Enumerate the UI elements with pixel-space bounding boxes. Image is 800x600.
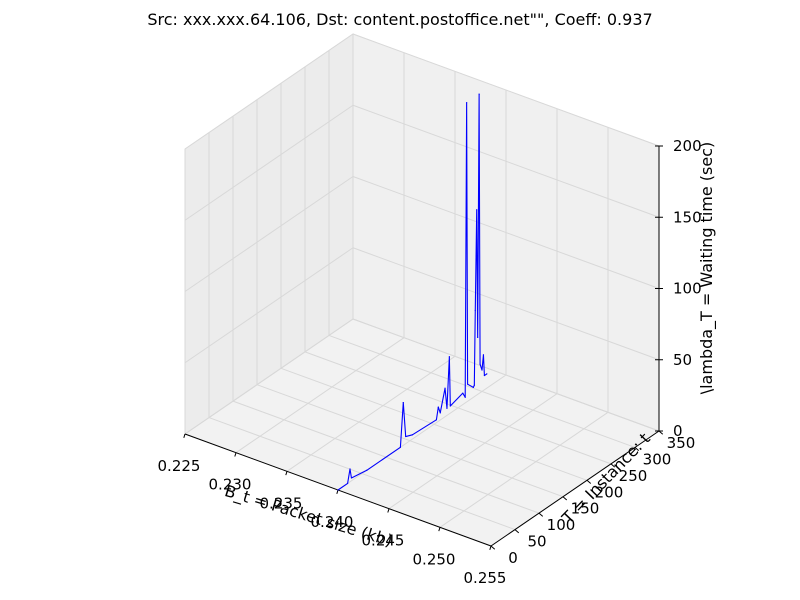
grid-line-y-floor bbox=[280, 367, 588, 481]
grid-line-z-left bbox=[184, 33, 354, 150]
grid-line-z-back bbox=[352, 104, 660, 218]
x-tick-mark bbox=[285, 471, 288, 476]
grid-line-z-back bbox=[352, 176, 660, 289]
data-point bbox=[476, 209, 478, 211]
x-tick-mark bbox=[387, 508, 390, 513]
grid-line-y-floor bbox=[256, 384, 564, 498]
z-tick-label: 100 bbox=[673, 280, 702, 298]
z-axis-label: \lambda_T = Waiting time (sec) bbox=[697, 142, 717, 395]
data-point bbox=[464, 396, 466, 398]
chart-title: Src: xxx.xxx.64.106, Dst: content.postof… bbox=[147, 10, 652, 29]
x-tick-mark bbox=[234, 452, 237, 457]
y-tick-mark bbox=[610, 463, 616, 468]
data-point bbox=[472, 386, 474, 388]
data-point bbox=[350, 477, 353, 479]
y-tick-mark bbox=[658, 430, 664, 435]
data-point bbox=[435, 419, 437, 421]
series-group bbox=[337, 93, 488, 491]
grid-line-z-left bbox=[184, 247, 354, 364]
data-point bbox=[466, 102, 468, 104]
y-tick-mark bbox=[586, 479, 592, 484]
grid-line-x-floor bbox=[388, 393, 558, 510]
data-point bbox=[349, 468, 351, 470]
y-tick-label: 250 bbox=[619, 467, 648, 485]
z-tick-label: 0 bbox=[673, 422, 683, 440]
data-point bbox=[478, 93, 480, 95]
grid-line-y-floor bbox=[208, 417, 516, 531]
y-axis-line bbox=[490, 430, 660, 547]
y-tick-label: 50 bbox=[527, 533, 546, 551]
grid-line-y-floor bbox=[304, 351, 612, 465]
data-point bbox=[337, 489, 339, 491]
data-point bbox=[467, 383, 469, 385]
grid-line-x-floor bbox=[235, 337, 405, 454]
grid-line-x-floor bbox=[286, 355, 456, 472]
x-tick-label: 0.225 bbox=[158, 457, 201, 475]
grid-line-z-back bbox=[352, 318, 660, 432]
grid-line-z-back bbox=[352, 33, 660, 147]
data-point bbox=[473, 384, 475, 386]
y-tick-mark bbox=[538, 512, 544, 517]
data-point bbox=[437, 406, 439, 408]
y-tick-mark bbox=[562, 496, 568, 501]
grid-line-z-left bbox=[184, 176, 354, 292]
z-tick-label: 50 bbox=[673, 351, 692, 369]
data-point bbox=[411, 434, 413, 436]
y-tick-label: 300 bbox=[643, 450, 672, 468]
z-tick-label: 200 bbox=[673, 137, 702, 155]
y-tick-label: 100 bbox=[547, 516, 576, 534]
grid-line-x-floor bbox=[439, 411, 609, 528]
y-tick-mark bbox=[514, 529, 520, 534]
data-point bbox=[483, 374, 485, 377]
data-point bbox=[347, 482, 349, 485]
x-tick-label: 0.245 bbox=[362, 532, 405, 550]
data-point bbox=[479, 363, 481, 365]
y-tick-mark bbox=[490, 545, 496, 550]
grid-line-y-floor bbox=[328, 334, 636, 448]
z-tick-label: 150 bbox=[673, 208, 702, 226]
y-tick-label: 200 bbox=[595, 483, 624, 501]
x-tick-mark bbox=[438, 527, 441, 532]
data-point bbox=[462, 392, 464, 394]
data-point bbox=[405, 435, 407, 438]
x-tick-label: 0.255 bbox=[464, 569, 507, 587]
data-point bbox=[482, 354, 485, 356]
x-tick-mark bbox=[183, 433, 186, 438]
grid-line-z-back bbox=[352, 247, 660, 361]
x-tick-mark bbox=[489, 545, 492, 550]
axis-ticks: 0.2250.2300.2350.2400.2450.2500.25505010… bbox=[158, 137, 702, 587]
x-tick-label: 0.230 bbox=[209, 476, 252, 494]
data-point bbox=[366, 469, 368, 471]
grid-lines bbox=[184, 33, 660, 547]
data-point bbox=[446, 407, 448, 409]
x-tick-label: 0.240 bbox=[311, 513, 354, 531]
data-point bbox=[444, 387, 446, 389]
data-point bbox=[449, 405, 451, 407]
data-point bbox=[486, 373, 488, 375]
grid-line-z-left bbox=[184, 104, 354, 221]
data-point bbox=[402, 401, 404, 404]
axes-panes bbox=[183, 33, 661, 547]
data-point bbox=[399, 446, 401, 448]
y-tick-label: 350 bbox=[667, 434, 696, 452]
y-tick-label: 150 bbox=[571, 500, 600, 518]
data-point bbox=[448, 356, 450, 358]
x-tick-label: 0.250 bbox=[413, 550, 456, 568]
data-point bbox=[439, 412, 441, 414]
data-point bbox=[477, 336, 479, 338]
data-point bbox=[474, 309, 476, 312]
x-tick-label: 0.235 bbox=[260, 494, 303, 512]
data-point bbox=[481, 369, 483, 371]
x-tick-mark bbox=[336, 489, 339, 494]
grid-line-z-left bbox=[184, 318, 354, 435]
y-tick-mark bbox=[634, 447, 640, 452]
y-tick-label: 0 bbox=[508, 549, 518, 567]
